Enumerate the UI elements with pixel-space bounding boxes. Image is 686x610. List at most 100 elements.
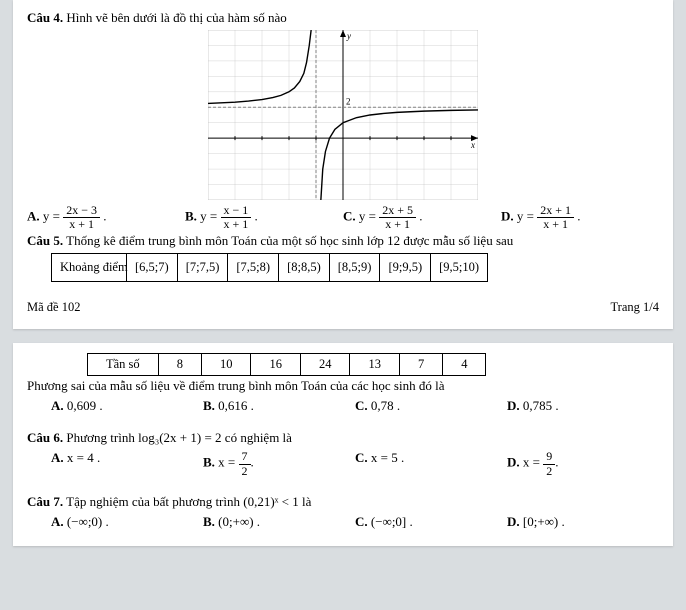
page-2: Tần số 8 10 16 24 13 7 4 Phương sai của … bbox=[13, 343, 673, 545]
row-header: Tần số bbox=[88, 354, 159, 376]
opt-val: (−∞;0] . bbox=[371, 514, 413, 529]
frac-den: x + 1 bbox=[537, 218, 574, 231]
q7-line: Câu 7. Tập nghiệm của bất phương trình (… bbox=[27, 494, 659, 510]
opt-label: B. bbox=[185, 209, 197, 224]
q7-options: A. (−∞;0) . B. (0;+∞) . C. (−∞;0] . D. [… bbox=[51, 514, 659, 530]
q6-line: Câu 6. Phương trình log₃(2x + 1) = 2 có … bbox=[27, 430, 659, 446]
opt-eq: x = bbox=[523, 455, 540, 470]
bin-cell: [7,5;8) bbox=[228, 254, 279, 282]
svg-text:y: y bbox=[346, 31, 351, 41]
frac-num: 9 bbox=[543, 450, 555, 464]
q7-label: Câu 7. bbox=[27, 494, 63, 509]
q5-line: Câu 5. Thống kê điểm trung bình môn Toán… bbox=[27, 233, 659, 249]
q5-freq-table: Tần số 8 10 16 24 13 7 4 bbox=[87, 353, 486, 376]
bin-cell: [9,5;10) bbox=[431, 254, 488, 282]
q4-chart: 2 x y bbox=[208, 30, 478, 200]
q7-text: Tập nghiệm của bất phương trình (0,21)ˣ … bbox=[66, 494, 311, 509]
opt-val: 0,78 . bbox=[371, 398, 400, 413]
opt-label: A. bbox=[51, 450, 64, 465]
opt-val: (−∞;0) . bbox=[67, 514, 109, 529]
table-row: Khoảng điểm [6,5;7) [7;7,5) [7,5;8) [8;8… bbox=[52, 254, 488, 282]
q5-bins-table: Khoảng điểm [6,5;7) [7;7,5) [7,5;8) [8;8… bbox=[51, 253, 488, 282]
opt-val: 0,785 . bbox=[523, 398, 559, 413]
freq-cell: 24 bbox=[300, 354, 350, 376]
opt-val: 0,616 . bbox=[218, 398, 254, 413]
bin-cell: [6,5;7) bbox=[127, 254, 178, 282]
freq-cell: 4 bbox=[443, 354, 486, 376]
frac-num: 2x + 5 bbox=[379, 204, 416, 218]
bin-cell: [7;7,5) bbox=[177, 254, 228, 282]
q5b-opt-D: D. 0,785 . bbox=[507, 398, 659, 414]
opt-label: A. bbox=[27, 209, 40, 224]
frac-num: 2x − 3 bbox=[63, 204, 100, 218]
opt-label: B. bbox=[203, 455, 215, 470]
opt-val: x = 5 . bbox=[371, 450, 404, 465]
opt-label: C. bbox=[343, 209, 356, 224]
q6-label: Câu 6. bbox=[27, 430, 63, 445]
opt-label: A. bbox=[51, 398, 64, 413]
bin-cell: [8,5;9) bbox=[329, 254, 380, 282]
q5b-opt-B: B. 0,616 . bbox=[203, 398, 355, 414]
q5b-opt-A: A. 0,609 . bbox=[51, 398, 203, 414]
frac-den: 2 bbox=[239, 465, 251, 478]
opt-tail: . bbox=[103, 209, 106, 224]
freq-cell: 8 bbox=[158, 354, 201, 376]
opt-eq: y = bbox=[517, 209, 534, 224]
opt-label: B. bbox=[203, 514, 215, 529]
fraction: 2x + 5x + 1 bbox=[379, 204, 416, 231]
q6-options: A. x = 4 . B. x = 72. C. x = 5 . D. x = … bbox=[51, 450, 659, 477]
opt-eq: y = bbox=[43, 209, 60, 224]
frac-num: 7 bbox=[239, 450, 251, 464]
q7-opt-D: D. [0;+∞) . bbox=[507, 514, 659, 530]
opt-label: C. bbox=[355, 514, 368, 529]
opt-tail: . bbox=[251, 455, 254, 470]
fraction: 72 bbox=[239, 450, 251, 477]
frac-num: x − 1 bbox=[221, 204, 252, 218]
q5b-opt-C: C. 0,78 . bbox=[355, 398, 507, 414]
q4-opt-B: B. y = x − 1x + 1 . bbox=[185, 204, 343, 231]
opt-label: D. bbox=[507, 455, 520, 470]
svg-text:2: 2 bbox=[346, 96, 351, 106]
opt-eq: y = bbox=[359, 209, 376, 224]
opt-val: (0;+∞) . bbox=[218, 514, 260, 529]
page-1: Câu 4. Hình vẽ bên dưới là đồ thị của hà… bbox=[13, 0, 673, 329]
q6-opt-C: C. x = 5 . bbox=[355, 450, 507, 477]
q5b-options: A. 0,609 . B. 0,616 . C. 0,78 . D. 0,785… bbox=[51, 398, 659, 414]
svg-text:x: x bbox=[470, 140, 475, 150]
q4-options: A. y = 2x − 3x + 1 . B. y = x − 1x + 1 .… bbox=[27, 204, 659, 231]
q6-opt-A: A. x = 4 . bbox=[51, 450, 203, 477]
opt-tail: . bbox=[255, 209, 258, 224]
opt-label: C. bbox=[355, 398, 368, 413]
q6-text: Phương trình log₃(2x + 1) = 2 có nghiệm … bbox=[66, 430, 292, 445]
q4-line: Câu 4. Hình vẽ bên dưới là đồ thị của hà… bbox=[27, 10, 659, 26]
opt-label: D. bbox=[507, 398, 520, 413]
opt-tail: . bbox=[419, 209, 422, 224]
table-row: Tần số 8 10 16 24 13 7 4 bbox=[88, 354, 486, 376]
opt-val: x = 4 . bbox=[67, 450, 100, 465]
q7-opt-A: A. (−∞;0) . bbox=[51, 514, 203, 530]
freq-cell: 7 bbox=[399, 354, 442, 376]
q7-opt-C: C. (−∞;0] . bbox=[355, 514, 507, 530]
frac-den: 2 bbox=[543, 465, 555, 478]
row-header: Khoảng điểm bbox=[52, 254, 127, 282]
freq-cell: 10 bbox=[201, 354, 251, 376]
q7-opt-B: B. (0;+∞) . bbox=[203, 514, 355, 530]
opt-label: A. bbox=[51, 514, 64, 529]
freq-cell: 13 bbox=[350, 354, 400, 376]
opt-label: C. bbox=[355, 450, 368, 465]
frac-num: 2x + 1 bbox=[537, 204, 574, 218]
opt-val: [0;+∞) . bbox=[523, 514, 565, 529]
opt-tail: . bbox=[577, 209, 580, 224]
opt-label: D. bbox=[507, 514, 520, 529]
fraction: x − 1x + 1 bbox=[221, 204, 252, 231]
q5b-text: Phương sai của mẫu số liệu về điểm trung… bbox=[27, 378, 659, 394]
q4-opt-D: D. y = 2x + 1x + 1 . bbox=[501, 204, 659, 231]
bin-cell: [9;9,5) bbox=[380, 254, 431, 282]
q6-opt-B: B. x = 72. bbox=[203, 450, 355, 477]
opt-tail: . bbox=[555, 455, 558, 470]
frac-den: x + 1 bbox=[379, 218, 416, 231]
opt-val: 0,609 . bbox=[67, 398, 103, 413]
fraction: 2x + 1x + 1 bbox=[537, 204, 574, 231]
q4-opt-A: A. y = 2x − 3x + 1 . bbox=[27, 204, 185, 231]
opt-eq: x = bbox=[218, 455, 235, 470]
